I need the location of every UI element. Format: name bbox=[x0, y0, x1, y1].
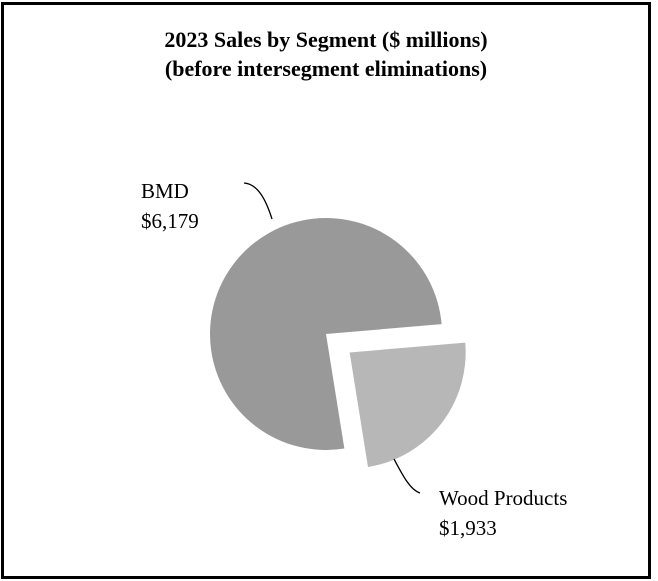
leader-line-wood-products bbox=[393, 458, 421, 494]
leader-line-bmd bbox=[243, 182, 273, 220]
slice-label-bmd: BMD bbox=[141, 179, 189, 203]
chart-title: 2023 Sales by Segment ($ millions) bbox=[164, 27, 488, 52]
slice-value-wood-products: $1,933 bbox=[439, 516, 497, 540]
chart-subtitle: (before intersegment eliminations) bbox=[164, 56, 488, 81]
pie-slice-bmd bbox=[210, 218, 442, 451]
slice-label-wood-products: Wood Products bbox=[439, 486, 567, 510]
slice-value-bmd: $6,179 bbox=[141, 209, 199, 233]
chart-title-block: 2023 Sales by Segment ($ millions) (befo… bbox=[4, 25, 648, 83]
pie-slice-wood-products bbox=[349, 342, 466, 468]
